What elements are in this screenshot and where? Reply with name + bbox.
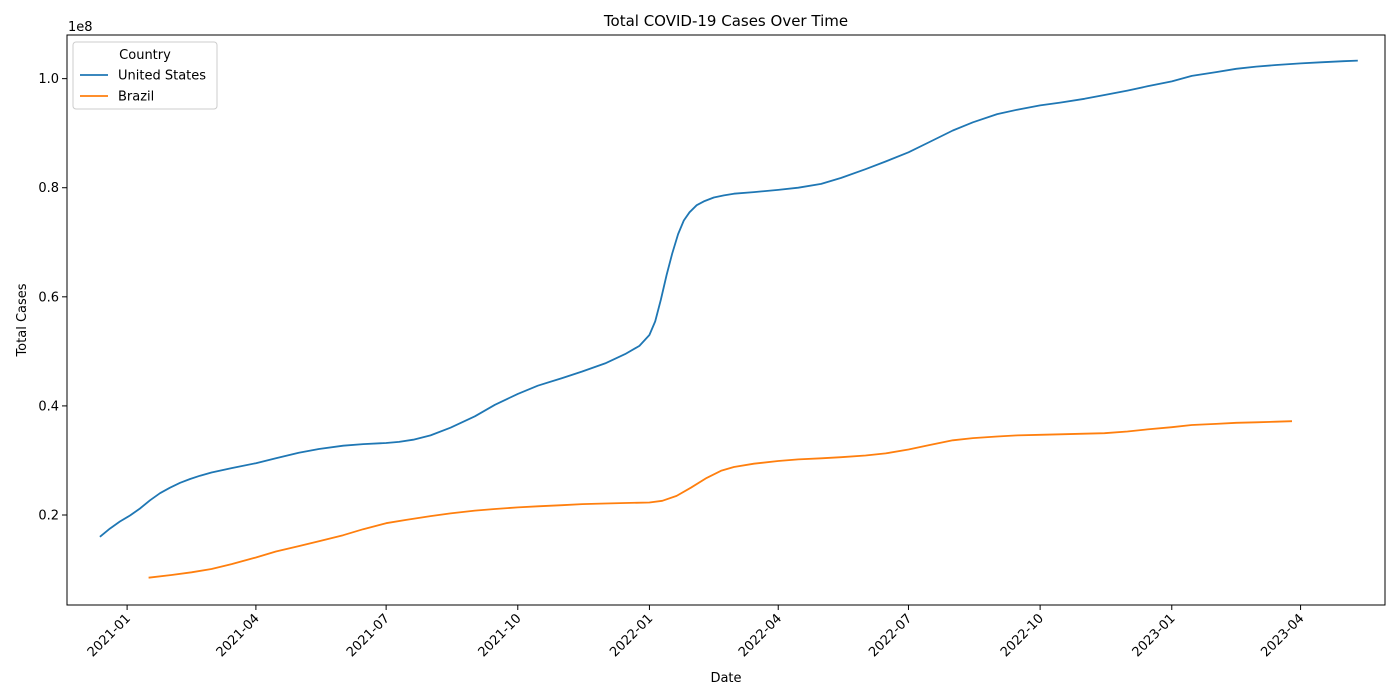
y-tick-label: 1.0 bbox=[38, 72, 59, 87]
y-tick-label: 0.8 bbox=[38, 181, 59, 196]
y-scale-label: 1e8 bbox=[68, 20, 93, 35]
plot-frame bbox=[66, 34, 1386, 606]
x-tick-label: 2023-01 bbox=[1130, 611, 1179, 660]
x-tick-label: 2021-10 bbox=[476, 611, 525, 660]
legend-label: United States bbox=[118, 69, 206, 84]
x-axis-label: Date bbox=[710, 671, 741, 686]
x-tick-label: 2023-04 bbox=[1258, 611, 1307, 660]
x-tick-label: 2022-10 bbox=[998, 611, 1047, 660]
legend-box bbox=[72, 41, 218, 110]
x-tick-label: 2021-01 bbox=[85, 611, 134, 660]
chart-title: Total COVID-19 Cases Over Time bbox=[603, 12, 848, 30]
y-tick-label: 0.2 bbox=[38, 509, 59, 524]
legend-label: Brazil bbox=[118, 90, 154, 105]
x-tick-label: 2021-07 bbox=[344, 611, 393, 660]
legend-title: Country bbox=[119, 48, 171, 63]
x-tick-label: 2021-04 bbox=[214, 611, 263, 660]
y-tick-label: 0.6 bbox=[38, 290, 59, 305]
x-tick-label: 2022-07 bbox=[866, 611, 915, 660]
x-tick-label: 2022-01 bbox=[607, 611, 656, 660]
y-axis-label: Total Cases bbox=[15, 283, 30, 357]
series-line-united-states bbox=[99, 59, 1358, 538]
y-tick-label: 0.4 bbox=[38, 399, 59, 414]
x-tick-label: 2022-04 bbox=[736, 611, 785, 660]
legend: Country United States Brazil bbox=[72, 41, 218, 110]
series-line-brazil bbox=[148, 420, 1293, 579]
